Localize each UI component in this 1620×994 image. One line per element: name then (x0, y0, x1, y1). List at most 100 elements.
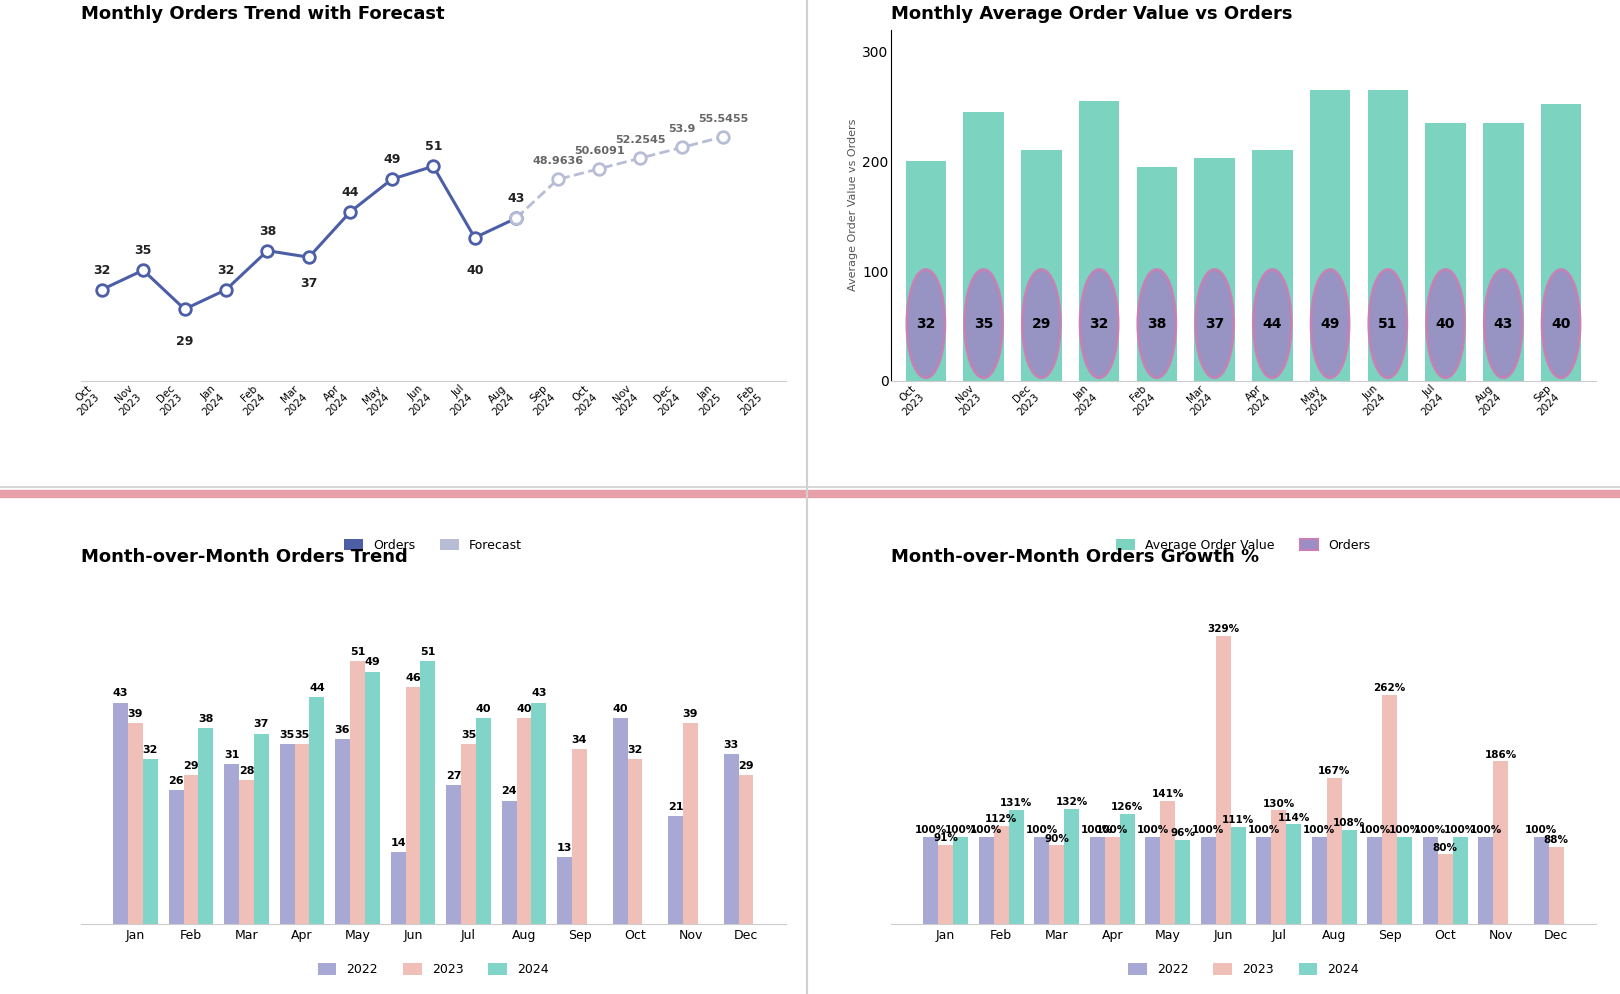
Bar (1050, 846, 1064, 924)
Text: 88%: 88% (1544, 836, 1568, 846)
Text: 40: 40 (1435, 317, 1455, 331)
Point (504, 211, 530, 227)
Bar (1549, 847, 1563, 924)
Ellipse shape (1254, 269, 1291, 378)
Text: 36: 36 (335, 725, 350, 735)
Bar (405, 687, 421, 924)
Ellipse shape (964, 269, 1003, 378)
Legend: Average Order Value, Orders: Average Order Value, Orders (1111, 534, 1375, 557)
Bar (906, 161, 946, 381)
Text: 52.2545: 52.2545 (616, 135, 666, 145)
Bar (1422, 837, 1437, 924)
Bar (667, 816, 684, 924)
Legend: 2022, 2023, 2024: 2022, 2023, 2024 (313, 958, 554, 981)
Bar (1341, 830, 1356, 924)
Text: 51: 51 (424, 140, 442, 153)
Bar (953, 837, 969, 924)
Bar (1105, 837, 1119, 924)
Ellipse shape (1542, 269, 1580, 378)
Text: 35: 35 (279, 730, 295, 740)
Text: 50.6091: 50.6091 (573, 146, 624, 156)
Text: 43: 43 (1494, 317, 1513, 331)
Text: Monthly Average Order Value vs Orders: Monthly Average Order Value vs Orders (891, 5, 1293, 23)
Bar (1215, 636, 1231, 924)
Text: 13: 13 (557, 843, 572, 853)
Bar (938, 845, 953, 924)
Point (627, 150, 653, 166)
Text: 100%: 100% (915, 825, 946, 835)
Text: 40: 40 (476, 704, 491, 714)
Bar (1312, 837, 1327, 924)
Bar (1541, 104, 1581, 381)
Bar (1174, 840, 1191, 924)
Point (462, 230, 488, 246)
Text: 49: 49 (382, 153, 400, 166)
Text: 32: 32 (1089, 317, 1108, 331)
Text: 100%: 100% (1388, 825, 1421, 835)
Text: 53.9: 53.9 (667, 124, 695, 134)
Ellipse shape (1427, 269, 1464, 378)
Ellipse shape (1369, 269, 1406, 378)
Text: 167%: 167% (1319, 766, 1351, 776)
Text: 29: 29 (183, 760, 199, 770)
Bar (923, 837, 938, 924)
Text: 100%: 100% (1247, 825, 1280, 835)
Bar (335, 739, 350, 924)
Point (254, 243, 280, 258)
Text: 100%: 100% (1443, 825, 1476, 835)
Text: 100%: 100% (1025, 825, 1058, 835)
Text: 49: 49 (364, 657, 381, 668)
Point (172, 301, 198, 317)
Point (296, 249, 322, 265)
Text: 39: 39 (682, 709, 698, 719)
Bar (1231, 827, 1246, 924)
Bar (199, 729, 214, 924)
Text: 27: 27 (446, 771, 462, 781)
Point (214, 281, 240, 297)
Text: 39: 39 (128, 709, 143, 719)
Bar (1494, 761, 1508, 924)
Text: 35: 35 (460, 730, 476, 740)
Bar (572, 749, 586, 924)
Bar (295, 744, 309, 924)
Text: 35: 35 (974, 317, 993, 331)
Text: 100%: 100% (1414, 825, 1447, 835)
Text: 40: 40 (612, 704, 629, 714)
Text: 96%: 96% (1170, 828, 1196, 839)
Bar (168, 790, 183, 924)
Bar (240, 780, 254, 924)
Ellipse shape (907, 269, 944, 378)
Bar (476, 718, 491, 924)
Bar (1396, 837, 1413, 924)
Bar (1534, 837, 1549, 924)
Bar (183, 774, 199, 924)
Text: 40: 40 (1552, 317, 1571, 331)
Text: 44: 44 (309, 683, 326, 693)
Text: 43: 43 (113, 689, 128, 699)
Bar (1034, 837, 1050, 924)
Point (420, 158, 446, 174)
Text: 100%: 100% (1469, 825, 1502, 835)
Bar (1145, 837, 1160, 924)
Bar (113, 703, 128, 924)
Bar (517, 718, 531, 924)
Bar (964, 112, 1004, 381)
Text: 32: 32 (917, 317, 935, 331)
Text: 100%: 100% (1137, 825, 1168, 835)
Bar (557, 858, 572, 924)
Bar (1437, 854, 1453, 924)
Bar (364, 672, 381, 924)
Bar (627, 759, 643, 924)
Text: 34: 34 (572, 735, 586, 745)
Text: 32: 32 (143, 746, 159, 755)
Text: 100%: 100% (1359, 825, 1392, 835)
Text: 48.9636: 48.9636 (531, 156, 583, 166)
Text: 24: 24 (501, 786, 517, 796)
Text: 35: 35 (295, 730, 309, 740)
Bar (309, 698, 324, 924)
Point (379, 171, 405, 187)
Bar (724, 754, 739, 924)
Bar (739, 774, 753, 924)
Text: 43: 43 (507, 192, 525, 205)
Text: 26: 26 (168, 776, 183, 786)
